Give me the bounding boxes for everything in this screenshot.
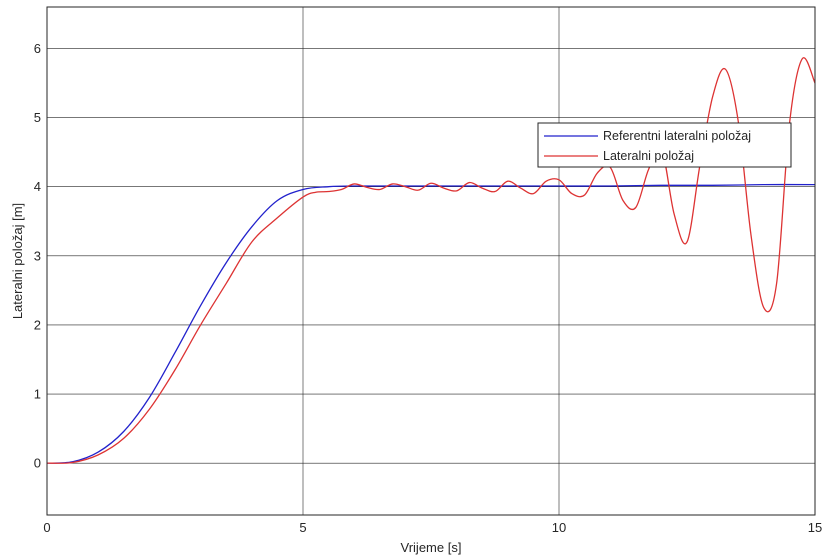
y-tick-label: 1 [34,387,41,402]
legend: Referentni lateralni položaj Lateralni p… [537,122,792,168]
x-tick-label: 0 [43,520,50,535]
series-line-lateralni [47,57,815,464]
series-layer [47,57,815,464]
y-tick-labels: 0 1 2 3 4 5 6 [34,41,41,471]
x-tick-label: 15 [808,520,822,535]
legend-box [537,122,792,168]
x-tick-labels: 0 5 10 15 [43,520,822,535]
x-axis-label: Vrijeme [s] [401,540,462,555]
y-tick-label: 6 [34,41,41,56]
legend-label-lateralni: Lateralni položaj [603,149,694,163]
y-tick-label: 0 [34,456,41,471]
x-tick-label: 10 [552,520,566,535]
y-tick-label: 3 [34,248,41,263]
y-tick-label: 4 [34,179,41,194]
plot-background [47,7,815,515]
y-axis-label: Lateralni položaj [m] [10,203,25,319]
plot-frame [46,6,816,516]
y-tick-label: 5 [34,110,41,125]
legend-label-referentni: Referentni lateralni položaj [603,129,751,143]
y-tick-label: 2 [34,317,41,332]
series-line-referentni [47,183,815,464]
x-tick-label: 5 [299,520,306,535]
grid-lines [47,7,815,515]
